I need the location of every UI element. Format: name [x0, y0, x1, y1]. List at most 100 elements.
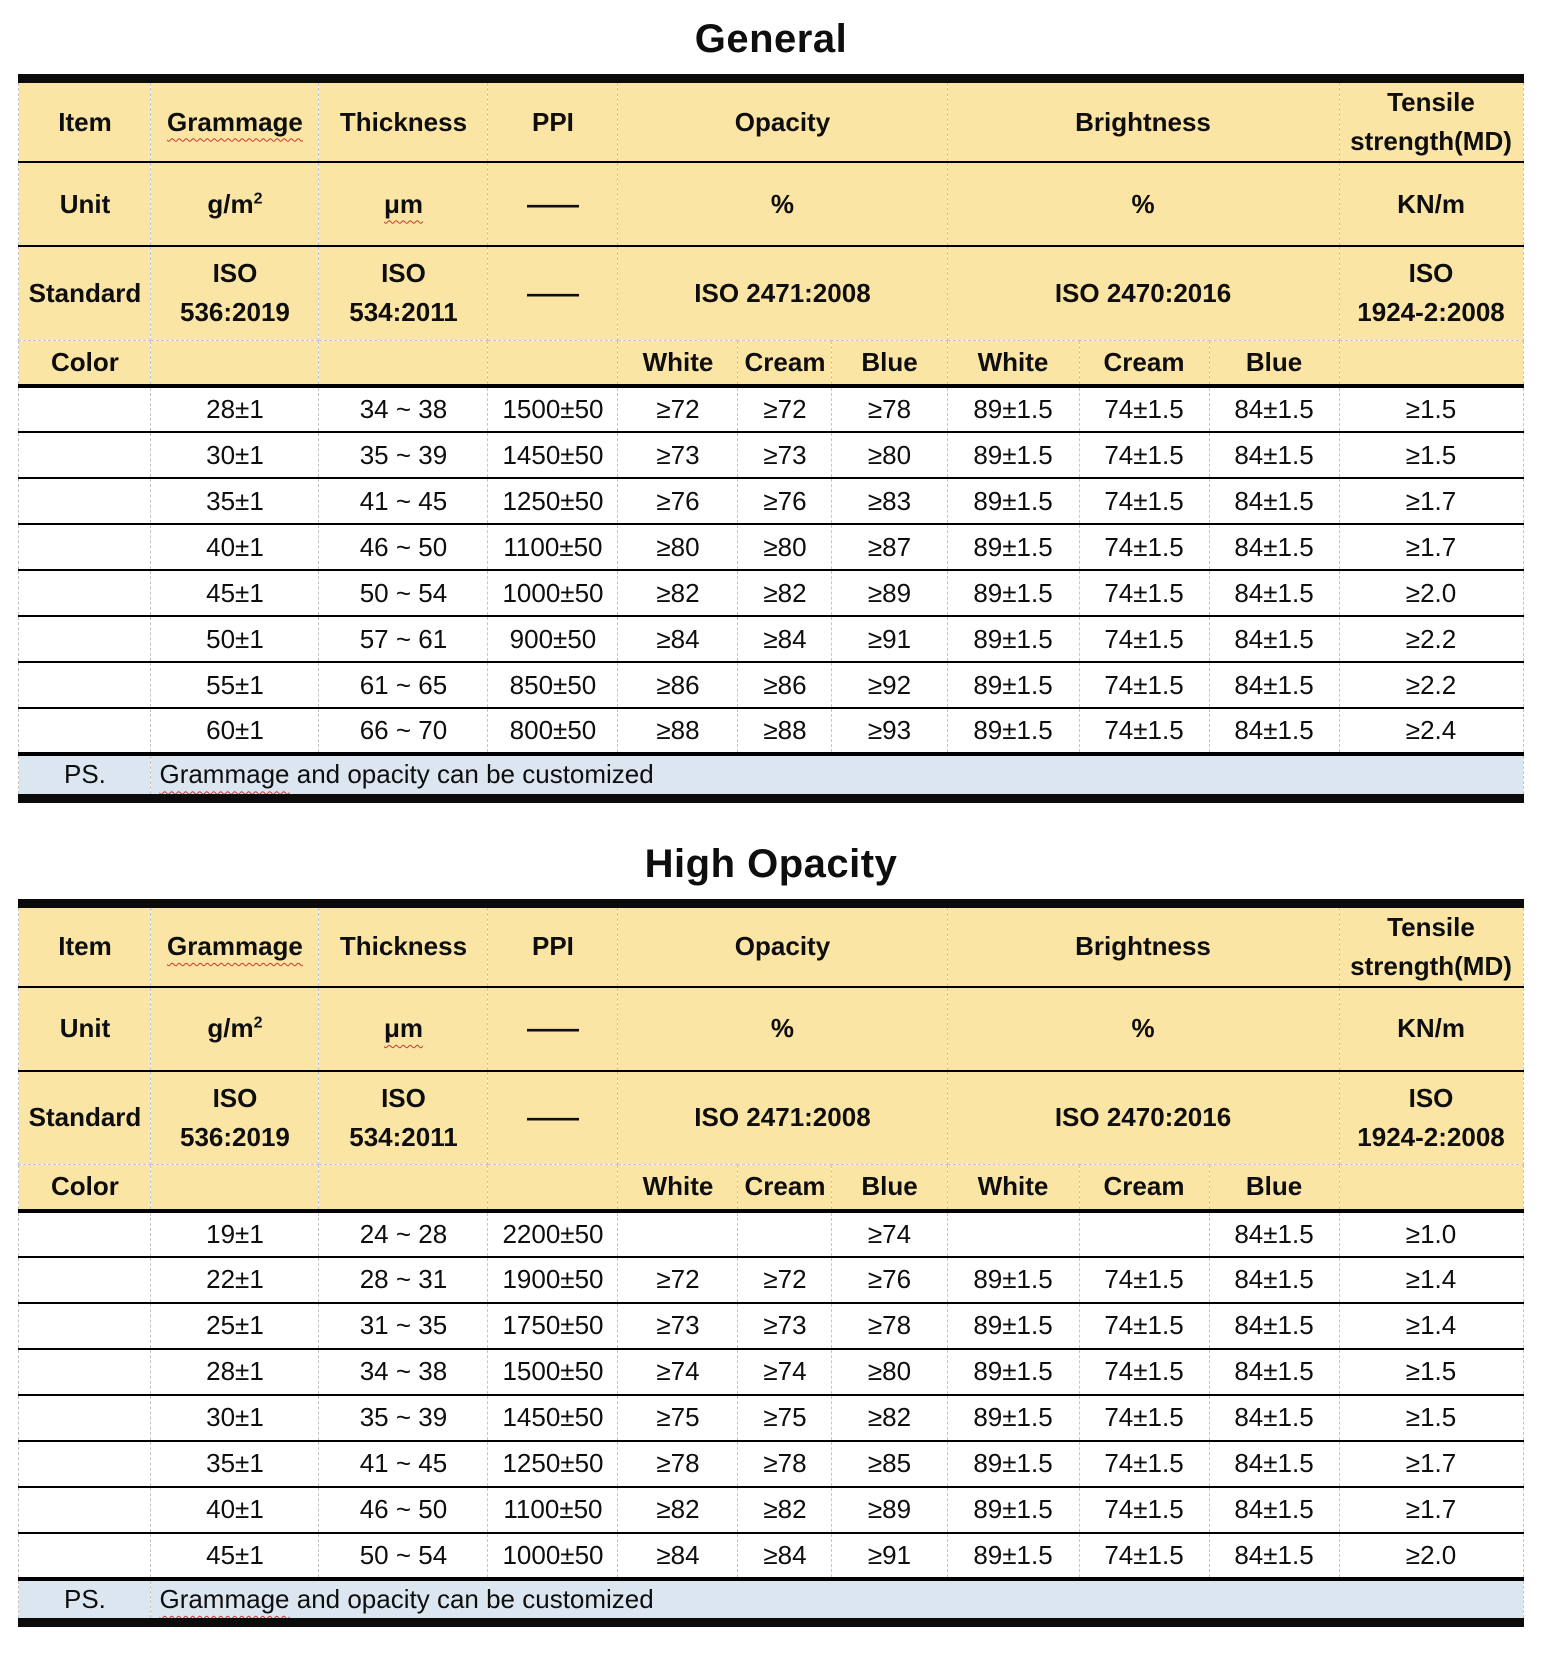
spec-data-cell: ≥84: [737, 616, 833, 663]
spec-data-cell: ≥86: [617, 662, 739, 709]
spec-data-cell: 84±1.5: [1208, 662, 1340, 709]
spec-data-cell: ≥84: [617, 1532, 739, 1581]
spec-data-cell: ≥2.4: [1338, 708, 1524, 756]
color-empty: [487, 340, 619, 388]
unit-ppi: ——: [487, 162, 619, 247]
unit-grammage: g/m2: [150, 986, 320, 1072]
ps-note: Grammage and opacity can be customized: [150, 1578, 1524, 1623]
spec-data-cell: ≥1.5: [1338, 432, 1524, 479]
standard-thickness: ISO 534:2011: [318, 246, 489, 341]
spec-data-cell: ≥91: [831, 1532, 948, 1581]
color-brightness-white: White: [946, 1164, 1080, 1213]
spec-data-cell: ≥89: [831, 1486, 948, 1534]
spec-data-cell: 1100±50: [487, 524, 619, 571]
spec-data-cell: [18, 616, 152, 663]
spec-data-cell: 74±1.5: [1078, 1532, 1210, 1581]
spec-data-cell: 24 ~ 28: [318, 1210, 489, 1258]
spec-data-cell: [18, 662, 152, 709]
color-label: Color: [18, 340, 152, 388]
spec-data-row: 40±1 46 ~ 50 1100±50 ≥80 ≥80 ≥87 89±1.5 74±1.5 8…: [18, 524, 1524, 571]
spec-data-cell: 89±1.5: [946, 1486, 1080, 1534]
spec-data-cell: ≥1.7: [1338, 524, 1524, 571]
spec-data-cell: ≥92: [831, 662, 948, 709]
spec-data-cell: 89±1.5: [946, 570, 1080, 617]
col-header-ppi: PPI: [487, 903, 619, 988]
spec-data-cell: [18, 386, 152, 433]
ps-row: PS. Grammage and opacity can be customiz…: [18, 1578, 1524, 1623]
spec-data-cell: 84±1.5: [1208, 1532, 1340, 1581]
spec-data-cell: 1750±50: [487, 1302, 619, 1350]
color-brightness-white: White: [946, 340, 1080, 388]
standard-grammage: ISO 536:2019: [150, 246, 320, 341]
spec-data-cell: 84±1.5: [1208, 1440, 1340, 1488]
spec-data-cell: 800±50: [487, 708, 619, 756]
spec-data-cell: 46 ~ 50: [318, 524, 489, 571]
spec-data-cell: ≥74: [617, 1348, 739, 1396]
spec-data-cell: [617, 1210, 739, 1258]
spec-data-cell: 55±1: [150, 662, 320, 709]
spec-data-cell: 28±1: [150, 1348, 320, 1396]
spec-data-cell: [18, 1486, 152, 1534]
standard-tensile: ISO 1924-2:2008: [1338, 1070, 1524, 1165]
spec-data-cell: 84±1.5: [1208, 1256, 1340, 1304]
spec-data-cell: [18, 1348, 152, 1396]
spec-data-cell: 74±1.5: [1078, 570, 1210, 617]
spec-data-cell: 1450±50: [487, 1394, 619, 1442]
spec-data-cell: ≥82: [617, 1486, 739, 1534]
spec-data-cell: 30±1: [150, 432, 320, 479]
spec-data-cell: ≥91: [831, 616, 948, 663]
spec-data-row: 25±1 31 ~ 35 1750±50 ≥73 ≥73 ≥78 89±1.5 74±1.5 8…: [18, 1302, 1524, 1350]
spec-data-cell: [18, 432, 152, 479]
standard-row: Standard ISO 536:2019 ISO 534:2011 —— IS…: [18, 246, 1524, 341]
standard-grammage: ISO 536:2019: [150, 1070, 320, 1165]
spec-data-cell: ≥1.7: [1338, 1440, 1524, 1488]
spec-data-cell: ≥72: [737, 1256, 833, 1304]
spec-data-cell: 41 ~ 45: [318, 1440, 489, 1488]
spec-data-row: 60±1 66 ~ 70 800±50 ≥88 ≥88 ≥93 89±1.5 74±1.5 84…: [18, 708, 1524, 756]
color-brightness-blue: Blue: [1208, 1164, 1340, 1213]
spec-data-cell: ≥88: [617, 708, 739, 756]
unit-label: Unit: [18, 162, 152, 247]
spec-data-cell: [18, 708, 152, 756]
unit-opacity: %: [617, 986, 948, 1072]
header-row: Item Grammage Thickness PPI Opacity Brig…: [18, 78, 1524, 163]
standard-row: Standard ISO 536:2019 ISO 534:2011 —— IS…: [18, 1070, 1524, 1165]
spec-data-cell: ≥80: [831, 1348, 948, 1396]
spec-data-cell: 74±1.5: [1078, 478, 1210, 525]
spec-data-cell: ≥82: [737, 570, 833, 617]
spec-data-cell: 74±1.5: [1078, 386, 1210, 433]
spec-data-cell: 1250±50: [487, 1440, 619, 1488]
spec-data-cell: 89±1.5: [946, 524, 1080, 571]
spec-table-high-opacity: Item Grammage Thickness PPI Opacity Brig…: [18, 898, 1524, 1627]
spec-data-cell: ≥82: [737, 1486, 833, 1534]
spec-data-cell: ≥74: [737, 1348, 833, 1396]
spec-data-cell: 89±1.5: [946, 708, 1080, 756]
unit-grammage: g/m2: [150, 162, 320, 247]
spec-data-cell: ≥76: [831, 1256, 948, 1304]
unit-tensile: KN/m: [1338, 986, 1524, 1072]
standard-ppi: ——: [487, 246, 619, 341]
spec-data-row: 55±1 61 ~ 65 850±50 ≥86 ≥86 ≥92 89±1.5 74±1.5 84…: [18, 662, 1524, 709]
spec-data-cell: [18, 478, 152, 525]
spec-data-cell: [737, 1210, 833, 1258]
header-row: Item Grammage Thickness PPI Opacity Brig…: [18, 903, 1524, 988]
spec-data-cell: ≥78: [831, 386, 948, 433]
spec-data-cell: ≥80: [831, 432, 948, 479]
spec-data-cell: [18, 1210, 152, 1258]
spec-data-cell: 22±1: [150, 1256, 320, 1304]
spec-data-cell: ≥80: [737, 524, 833, 571]
standard-opacity: ISO 2471:2008: [617, 246, 948, 341]
spec-data-cell: 84±1.5: [1208, 524, 1340, 571]
color-empty: [487, 1164, 619, 1213]
spec-data-cell: 34 ~ 38: [318, 1348, 489, 1396]
spec-data-cell: ≥78: [831, 1302, 948, 1350]
spec-data-cell: 61 ~ 65: [318, 662, 489, 709]
col-header-grammage: Grammage: [150, 78, 320, 163]
spec-data-cell: 74±1.5: [1078, 1486, 1210, 1534]
standard-ppi: ——: [487, 1070, 619, 1165]
spec-data-cell: ≥72: [737, 386, 833, 433]
spec-data-cell: 30±1: [150, 1394, 320, 1442]
spec-data-row: 40±1 46 ~ 50 1100±50 ≥82 ≥82 ≥89 89±1.5 74±1.5 8…: [18, 1486, 1524, 1534]
unit-thickness: μm: [318, 162, 489, 247]
